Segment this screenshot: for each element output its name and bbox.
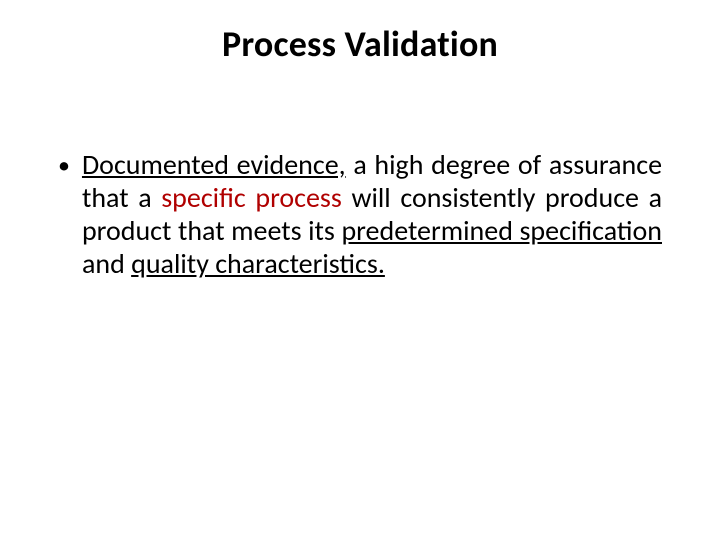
text-segment: quality characteristics.	[131, 246, 385, 281]
bullet-item: • Documented evidence, a high degree of …	[58, 148, 662, 280]
slide: Process Validation • Documented evidence…	[0, 22, 720, 540]
body-area: • Documented evidence, a high degree of …	[0, 148, 720, 280]
body-paragraph: Documented evidence, a high degree of as…	[82, 148, 662, 280]
bullet-glyph: •	[58, 148, 82, 280]
text-segment: predetermined specification	[341, 213, 662, 248]
text-segment: specific process	[161, 180, 342, 215]
text-segment: and	[82, 246, 131, 281]
text-segment: Documented evidence,	[82, 147, 346, 182]
slide-title: Process Validation	[0, 22, 720, 66]
